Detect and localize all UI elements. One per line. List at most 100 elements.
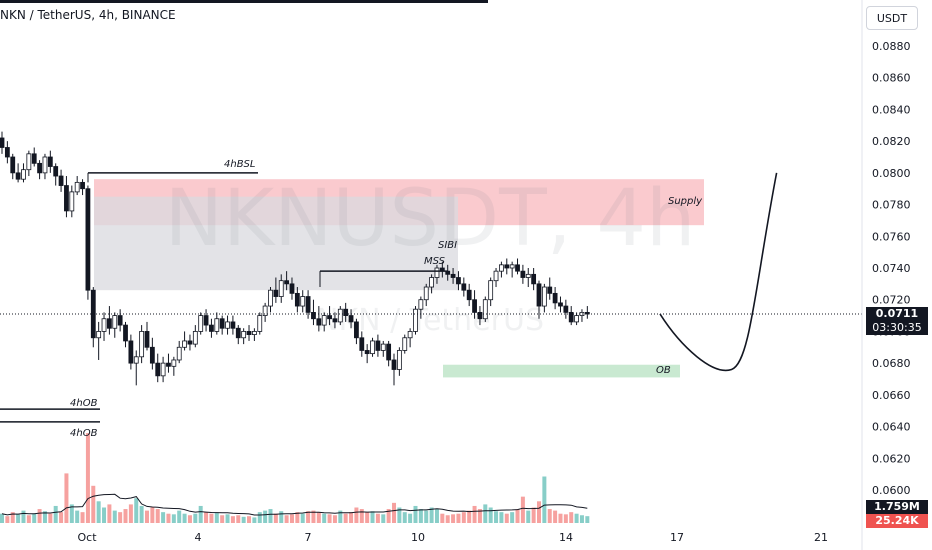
volume-bar bbox=[515, 509, 520, 523]
label-4hob-2: 4hOB bbox=[70, 428, 98, 439]
volume-bar bbox=[440, 513, 445, 523]
volume-bar bbox=[252, 517, 257, 523]
candle-body bbox=[268, 289, 273, 307]
volume-bar bbox=[21, 510, 26, 523]
candle-body bbox=[117, 315, 123, 326]
time-axis[interactable]: Oct 4 7 10 14 17 21 bbox=[77, 531, 828, 544]
volume-bar bbox=[289, 514, 294, 523]
price-tick-label: 0.0780 bbox=[872, 199, 911, 212]
volume-bar bbox=[241, 516, 246, 523]
bar-countdown: 03:30:35 bbox=[872, 321, 922, 334]
candle-body bbox=[31, 153, 37, 164]
volume-ma-line bbox=[1, 493, 588, 516]
candle-body bbox=[133, 356, 139, 364]
volume-bar bbox=[236, 515, 241, 523]
candle-body bbox=[568, 311, 574, 323]
candle-body bbox=[15, 172, 21, 180]
volume-bar bbox=[198, 505, 203, 523]
candle-body bbox=[370, 340, 375, 355]
volume-bar bbox=[547, 509, 552, 523]
candle-body bbox=[364, 350, 370, 355]
volume-bar bbox=[520, 496, 525, 523]
candle-body bbox=[74, 181, 80, 193]
candle-body bbox=[235, 327, 241, 339]
candle-body bbox=[305, 296, 311, 313]
price-tick-label: 0.0640 bbox=[872, 421, 911, 434]
volume-bar bbox=[0, 513, 4, 523]
candle-body bbox=[434, 267, 440, 278]
candle-body bbox=[128, 340, 134, 364]
volume-bar bbox=[150, 507, 155, 523]
volume-bar bbox=[434, 509, 439, 523]
time-tick-label: 4 bbox=[195, 531, 202, 544]
label-4hob-1: 4hOB bbox=[70, 398, 98, 409]
volume-bar bbox=[26, 515, 31, 523]
volume-bar bbox=[413, 505, 418, 523]
candle-body bbox=[499, 264, 504, 272]
current-price: 0.0711 bbox=[875, 307, 919, 320]
label-4hbsl: 4hBSL bbox=[224, 159, 255, 170]
volume-bar bbox=[392, 502, 397, 523]
candle-body bbox=[456, 277, 461, 285]
candle-body bbox=[321, 315, 327, 326]
volume-bar bbox=[424, 510, 429, 523]
volume-bar bbox=[5, 516, 10, 523]
candle-body bbox=[37, 162, 42, 174]
volume-bar bbox=[526, 510, 531, 523]
price-axis[interactable]: 0.0880 0.0860 0.0840 0.0820 0.0800 0.0780 0.07… bbox=[872, 40, 911, 497]
volume-bar bbox=[209, 513, 214, 523]
candle-body bbox=[547, 286, 553, 294]
candle-body bbox=[343, 308, 349, 316]
volume-bar bbox=[53, 505, 58, 523]
candle-body bbox=[354, 321, 359, 339]
candle-body bbox=[192, 331, 198, 345]
candle-body bbox=[10, 156, 16, 174]
candle-body bbox=[294, 292, 300, 307]
candle-body bbox=[225, 321, 230, 329]
candle-body bbox=[214, 318, 220, 332]
candle-body bbox=[123, 324, 128, 342]
candle-body bbox=[541, 286, 547, 307]
volume-bar bbox=[445, 515, 450, 523]
candle-body bbox=[203, 315, 209, 326]
volume-bar bbox=[69, 504, 74, 523]
volume-bar bbox=[177, 510, 182, 523]
volume-bar bbox=[461, 512, 466, 523]
candle-body bbox=[327, 315, 332, 320]
volume-bar bbox=[579, 515, 584, 523]
volume-bar bbox=[386, 509, 391, 523]
candle-body bbox=[160, 362, 166, 377]
volume-bar bbox=[381, 514, 386, 523]
volume-bar bbox=[204, 512, 209, 523]
candle-body bbox=[284, 280, 290, 285]
candle-body bbox=[531, 273, 537, 285]
candle-body bbox=[187, 340, 193, 345]
candle-body bbox=[26, 153, 32, 171]
candle-body bbox=[337, 308, 343, 323]
top-accent-bar bbox=[0, 0, 488, 3]
candle-body bbox=[348, 315, 354, 323]
label-ob: OB bbox=[656, 365, 671, 376]
candle-body bbox=[262, 305, 268, 316]
candle-body bbox=[257, 315, 263, 332]
volume-bar bbox=[166, 513, 171, 523]
zone-layer bbox=[94, 179, 704, 378]
volume-bar bbox=[134, 498, 139, 523]
candle-body bbox=[0, 137, 5, 148]
currency-button[interactable]: USDT bbox=[866, 6, 918, 30]
volume-bar bbox=[112, 510, 117, 523]
candle-body bbox=[407, 331, 413, 339]
candle-body bbox=[380, 343, 386, 351]
time-tick-label: 17 bbox=[670, 531, 684, 544]
volume-bar bbox=[182, 513, 187, 523]
volume-ma-badge: 25.24K bbox=[866, 514, 928, 528]
ob-zone bbox=[443, 364, 680, 378]
price-tick-label: 0.0760 bbox=[872, 230, 911, 243]
candle-body bbox=[171, 359, 177, 367]
volume-bar bbox=[531, 507, 536, 523]
volume-bar bbox=[402, 512, 407, 523]
volume-bar bbox=[123, 509, 128, 523]
price-tick-label: 0.0860 bbox=[872, 72, 911, 85]
candle-body bbox=[166, 362, 171, 367]
